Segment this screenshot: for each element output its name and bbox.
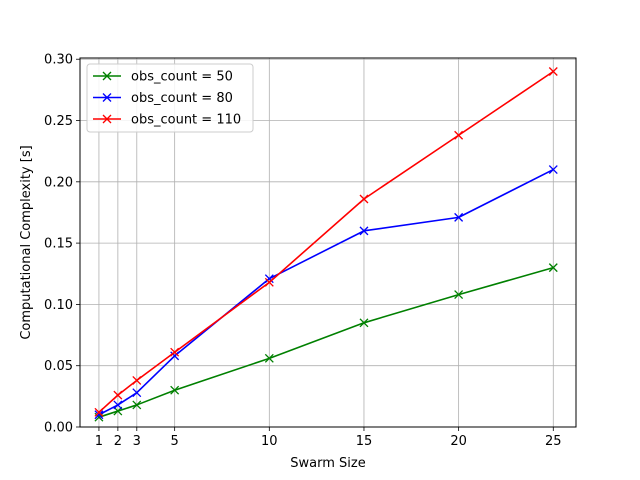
x-tick-label: 15 bbox=[356, 434, 373, 449]
y-tick-label: 0.10 bbox=[44, 298, 73, 313]
data-point bbox=[113, 390, 123, 400]
y-axis: 0.00 0.05 0.10 0.15 0.20 0.25 0.30 bbox=[44, 53, 80, 436]
data-point bbox=[132, 400, 142, 410]
data-point bbox=[132, 375, 142, 385]
y-tick-label: 0.05 bbox=[44, 359, 73, 374]
data-point bbox=[94, 407, 104, 417]
series-line bbox=[98, 168, 554, 416]
y-tick-label: 0.00 bbox=[44, 421, 73, 436]
data-point bbox=[359, 194, 369, 204]
legend-label: obs_count = 80 bbox=[131, 91, 233, 106]
data-point bbox=[359, 318, 369, 328]
grid bbox=[80, 58, 576, 428]
data-point bbox=[454, 290, 464, 300]
data-point bbox=[94, 410, 104, 420]
x-tick-label: 1 bbox=[95, 434, 103, 449]
plot-frame bbox=[79, 57, 577, 428]
data-point bbox=[548, 263, 558, 273]
x-tick-label: 3 bbox=[133, 434, 141, 449]
data-point bbox=[264, 353, 274, 363]
data-point bbox=[170, 385, 180, 395]
legend-label: obs_count = 110 bbox=[131, 113, 241, 128]
legend-item: obs_count = 50 bbox=[93, 70, 233, 85]
series-0 bbox=[94, 263, 558, 422]
series-layer bbox=[94, 67, 558, 422]
data-point bbox=[454, 130, 464, 140]
data-point bbox=[170, 347, 180, 357]
y-tick-label: 0.25 bbox=[44, 114, 73, 129]
x-axis-label: Swarm Size bbox=[290, 456, 365, 471]
data-point bbox=[264, 274, 274, 284]
legend-marker bbox=[102, 93, 112, 102]
x-tick-label: 10 bbox=[261, 434, 278, 449]
legend-label: obs_count = 50 bbox=[131, 70, 233, 85]
series-line bbox=[98, 266, 554, 418]
data-point bbox=[454, 212, 464, 222]
x-tick-label: 5 bbox=[171, 434, 179, 449]
y-tick-label: 0.20 bbox=[44, 175, 73, 190]
legend-marker bbox=[102, 71, 112, 81]
legend-item: obs_count = 80 bbox=[93, 91, 233, 106]
x-tick-label: 2 bbox=[114, 434, 122, 449]
y-tick-label: 0.15 bbox=[44, 237, 73, 252]
data-point bbox=[548, 165, 558, 175]
data-point bbox=[113, 400, 123, 410]
data-point bbox=[264, 277, 274, 287]
series-2 bbox=[94, 67, 558, 417]
legend-box bbox=[86, 63, 254, 133]
legend-item: obs_count = 110 bbox=[93, 113, 241, 128]
x-axis: 1 2 3 5 10 15 20 25 bbox=[95, 427, 562, 449]
x-tick-label: 20 bbox=[450, 434, 467, 449]
data-point bbox=[548, 67, 558, 76]
data-point bbox=[359, 226, 369, 236]
data-point bbox=[132, 388, 142, 398]
series-1 bbox=[94, 165, 558, 420]
x-tick-label: 25 bbox=[545, 434, 562, 449]
y-axis-label: Computational Complexity [s] bbox=[19, 145, 34, 339]
legend: obs_count = 50 obs_count = 80 obs_count = … bbox=[86, 63, 254, 133]
legend-marker bbox=[102, 114, 112, 124]
y-tick-label: 0.30 bbox=[44, 53, 73, 68]
